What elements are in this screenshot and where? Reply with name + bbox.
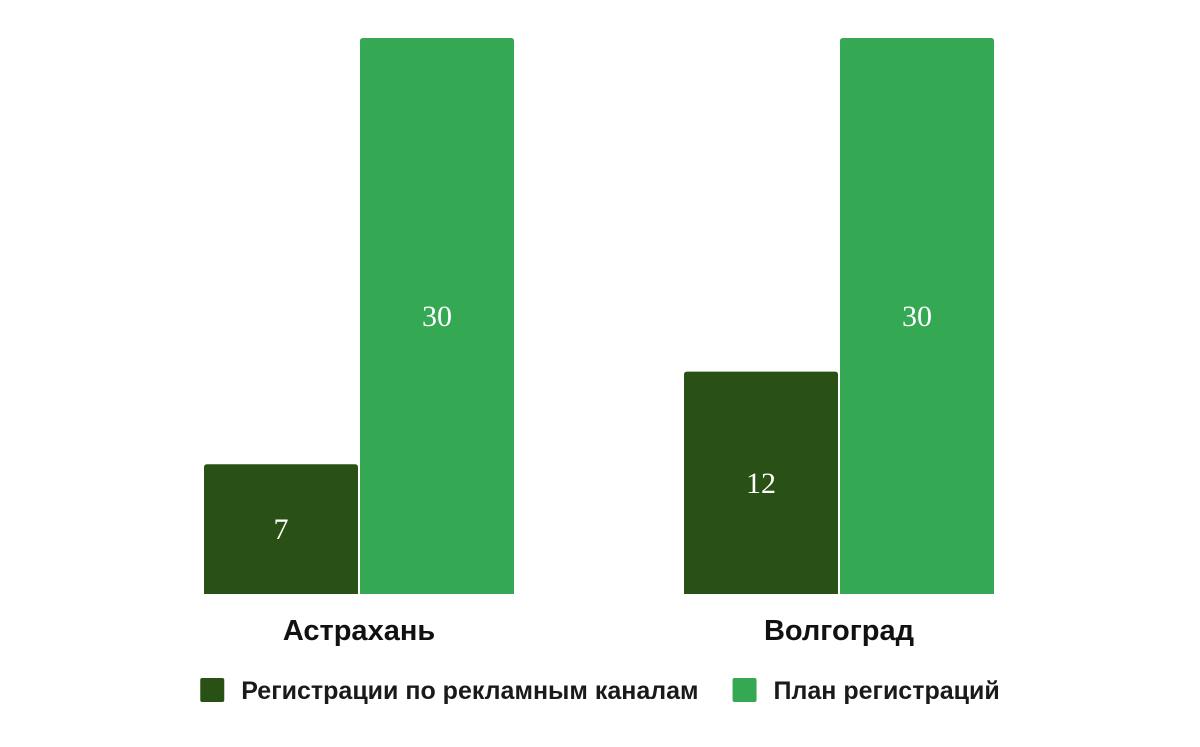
value-labels-layer: 7 30 12 30 [274,300,933,546]
legend-label-0: Регистрации по рекламным каналам [241,677,698,705]
bar-1-1 [840,38,994,594]
data-label-1-0: 12 [746,467,776,500]
category-label-1: Волгоград [764,615,914,647]
legend-swatch-1 [732,678,757,702]
bar-1-0 [684,371,838,594]
category-label-0: Астрахань [283,615,435,647]
data-label-0-1: 30 [422,300,452,333]
data-label-1-1: 30 [902,300,932,333]
legend-label-1: План регистраций [774,677,1000,705]
bar-0-1 [360,38,514,594]
bars-layer [204,38,994,594]
legend: Регистрации по рекламным каналам План рег… [200,677,1000,705]
legend-item-0: Регистрации по рекламным каналам [200,677,699,705]
legend-swatch-0 [200,678,225,702]
category-labels-layer: Астрахань Волгоград [283,615,914,647]
legend-item-1: План регистраций [732,677,1000,705]
data-label-0-0: 7 [274,513,289,546]
bar-0-0 [204,464,358,594]
